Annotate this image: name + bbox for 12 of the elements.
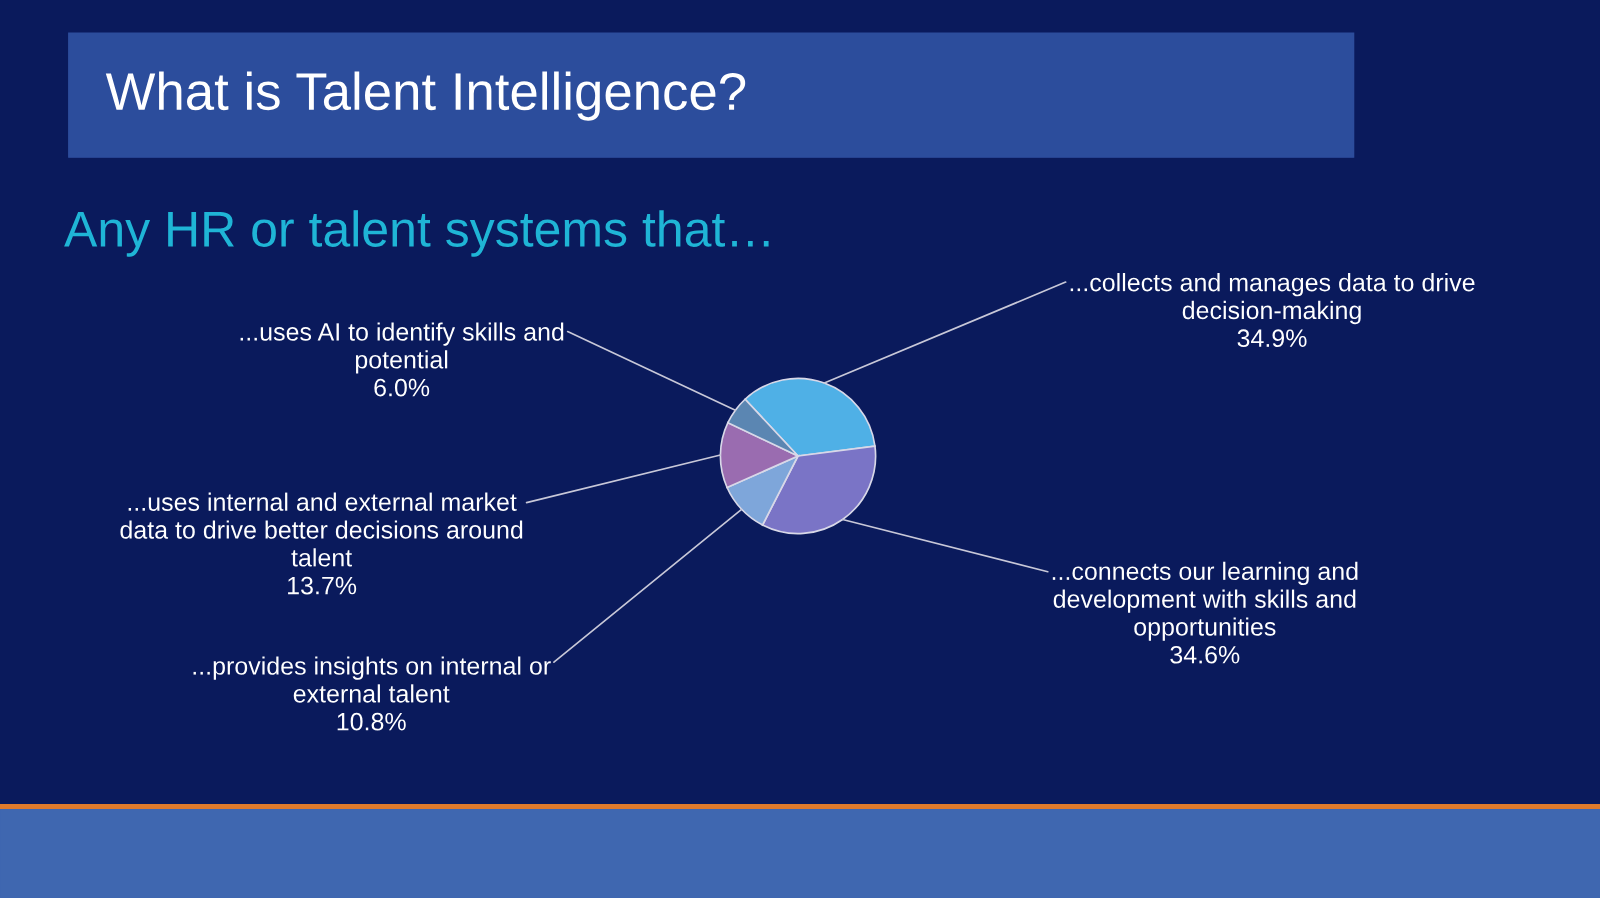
slice-label: ...connects our learning and development with skills and opportunities [1052, 561, 1358, 641]
slice-label: ...uses AI to identify skills and potential [240, 322, 564, 374]
data-label: 6.0% [374, 378, 430, 397]
slice-label: ...provides insights on internal or external talent [193, 656, 551, 703]
data-label: 10.8% [337, 712, 406, 731]
chart-subtitle: Any HR or talent systems that… [64, 210, 769, 257]
data-label: 34.9% [1237, 329, 1307, 348]
chart-title: What is Talent Intelligence? [105, 71, 746, 121]
data-label: 13.7% [288, 576, 357, 595]
slice-label: ...collects and manages data to drive decision-making [1070, 273, 1475, 325]
data-label: 34.6% [1170, 645, 1240, 664]
slice-label: ...uses internal and external market data to drive better decisions around talent [120, 492, 523, 567]
